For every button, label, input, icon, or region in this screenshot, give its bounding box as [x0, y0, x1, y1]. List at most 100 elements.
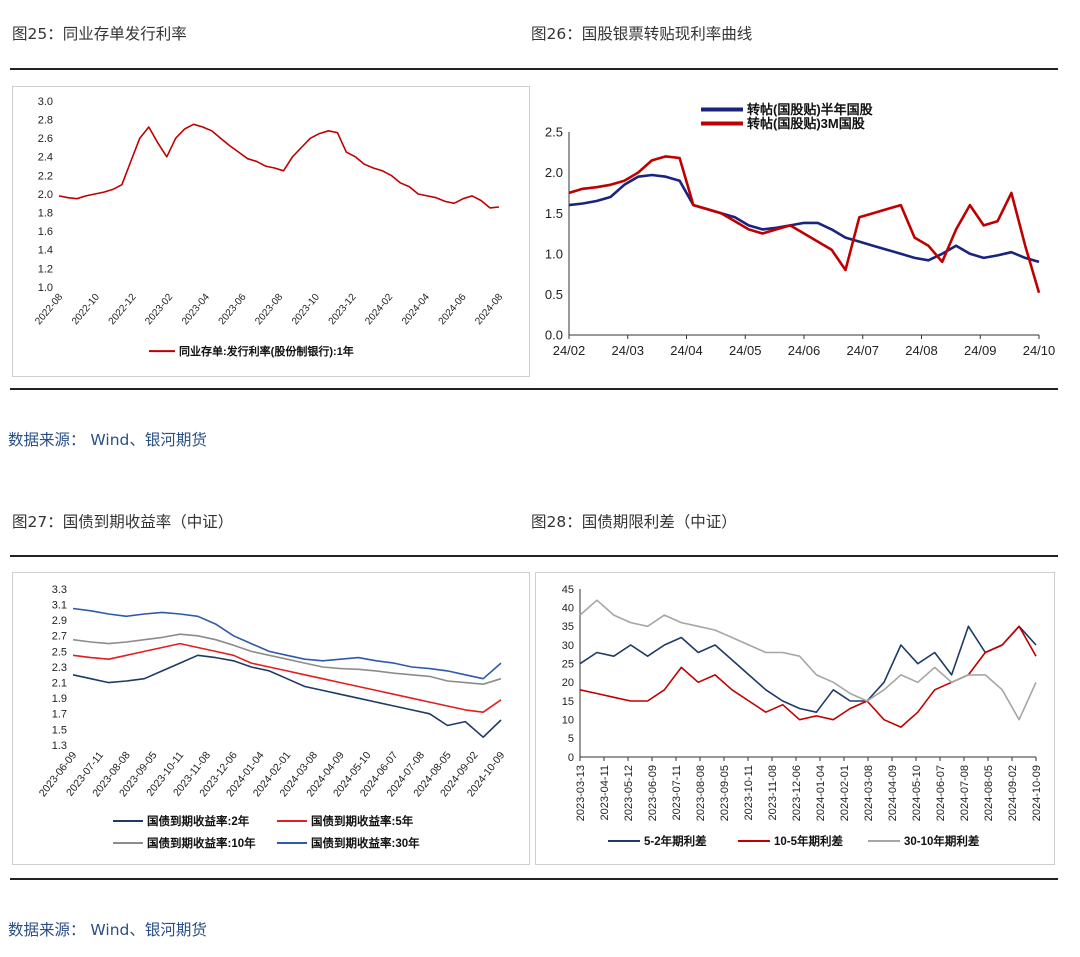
x-tick-label: 2023-06-09	[647, 765, 659, 821]
y-tick-label: 25	[562, 659, 574, 671]
legend-label: 国债到期收益率:10年	[147, 836, 256, 850]
x-tick-label: 2023-04-11	[599, 765, 611, 820]
source-bottom: 数据来源： Wind、银河期货	[8, 921, 207, 939]
y-tick-label: 0.0	[545, 328, 563, 343]
y-tick-label: 1.7	[52, 709, 67, 721]
x-tick-label: 2024-05-10	[911, 765, 923, 821]
fig28-title: 图28：国债期限利差（中证）	[531, 513, 737, 531]
y-tick-label: 30	[562, 640, 574, 652]
series-line-1	[579, 625, 1037, 713]
top-rule	[10, 68, 1058, 70]
x-tick-label: 2023-10	[290, 292, 322, 328]
x-tick-label: 2023-04	[180, 292, 212, 328]
y-tick-label: 2.4	[38, 152, 53, 164]
y-tick-label: 35	[562, 621, 574, 633]
x-tick-label: 24/07	[846, 343, 879, 358]
x-tick-label: 2023-10-11	[743, 765, 755, 820]
x-tick-label: 2022-12	[107, 292, 139, 328]
mid-rule-1	[10, 388, 1058, 390]
y-tick-label: 10	[562, 715, 574, 727]
y-tick-label: 5	[568, 733, 574, 745]
y-tick-label: 2.1	[52, 677, 67, 689]
y-tick-label: 3.0	[38, 96, 53, 108]
x-tick-label: 24/05	[729, 343, 762, 358]
x-tick-label: 2023-12	[327, 292, 359, 328]
x-tick-label: 2023-06	[217, 292, 249, 328]
chart-fig27: 3.33.12.92.72.52.32.11.91.71.51.32023-06…	[37, 584, 508, 850]
y-tick-label: 1.6	[38, 226, 53, 238]
chart-fig26: 2.5 2.0 1.5 1.0 0.5 0.024/02 24/03 24/04 24/05 24…	[545, 102, 1056, 358]
x-tick-label: 24/02	[553, 343, 586, 358]
y-tick-label: 2.0	[38, 189, 53, 201]
y-tick-label: 1.5	[52, 724, 67, 736]
mid-rule-2	[10, 555, 1058, 557]
x-tick-label: 2023-02	[143, 292, 175, 328]
y-tick-label: 1.9	[52, 693, 67, 705]
x-tick-label: 2024-04	[400, 292, 432, 328]
x-tick-label: 24/10	[1023, 343, 1056, 358]
fig27-title: 图27：国债到期收益率（中证）	[12, 513, 234, 531]
y-tick-label: 1.4	[38, 245, 53, 257]
series-line-1	[568, 173, 1040, 264]
x-tick-label: 2023-12-06	[791, 765, 803, 821]
legend-label: 国债到期收益率:5年	[311, 814, 414, 828]
y-tick-label: 2.5	[545, 125, 563, 140]
series-line-1	[72, 654, 502, 738]
x-tick-label: 2023-08	[253, 292, 285, 328]
y-tick-label: 1.5	[545, 206, 563, 221]
x-tick-label: 2024-02	[363, 292, 395, 328]
y-tick-label: 3.3	[52, 584, 67, 596]
fig26-title: 图26：国股银票转贴现利率曲线	[531, 25, 753, 43]
y-tick-label: 2.2	[38, 170, 53, 182]
y-tick-label: 1.0	[545, 246, 563, 261]
y-tick-label: 2.9	[52, 615, 67, 627]
legend-label: 30-10年期利差	[904, 834, 980, 848]
x-tick-label: 24/03	[611, 343, 644, 358]
x-tick-label: 2024-09-02	[1007, 765, 1019, 821]
source-top: 数据来源： Wind、银河期货	[8, 431, 207, 449]
y-tick-label: 0.5	[545, 287, 563, 302]
legend-label: 国债到期收益率:30年	[311, 836, 420, 850]
y-tick-label: 0	[568, 752, 574, 764]
x-tick-label: 2024-02-01	[839, 765, 851, 821]
x-tick-label: 2024-01-04	[815, 765, 827, 821]
x-tick-label: 2022-10	[70, 292, 102, 328]
legend-label: 转帖(国股贴)半年国股	[747, 102, 873, 117]
x-tick-label: 2024-06	[437, 292, 469, 328]
chart-fig26-panel: 2.5 2.0 1.5 1.0 0.5 0.0 24/02 24/03 24/04 24/05 24…	[533, 84, 1060, 376]
y-tick-label: 2.3	[52, 662, 67, 674]
x-tick-label: 2024-03-08	[863, 765, 875, 821]
legend-label: 转帖(国股贴)3M国股	[747, 116, 865, 131]
x-tick-label: 24/09	[964, 343, 997, 358]
y-tick-label: 40	[562, 603, 574, 615]
x-tick-label: 2024-08-05	[983, 765, 995, 821]
chart-fig28-panel: 45 40 35 30 25 20 15 10 5 0 2023-03-13 2023-04-11 20…	[535, 572, 1055, 865]
series-line-2	[72, 642, 502, 713]
series-line-2	[568, 155, 1041, 294]
y-tick-label: 1.0	[38, 282, 53, 294]
y-tick-label: 20	[562, 677, 574, 689]
series-line-3	[579, 599, 1037, 721]
y-tick-label: 2.8	[38, 114, 53, 126]
x-tick-label: 2024-07-08	[959, 765, 971, 821]
y-tick-label: 15	[562, 696, 574, 708]
fig25-title: 图25：同业存单发行利率	[12, 25, 187, 43]
bottom-rule	[10, 878, 1058, 880]
x-tick-label: 2024-06-07	[935, 765, 947, 821]
chart-fig27-panel: 3.3 3.1 2.9 2.7 2.5 2.3 2.1 1.9 1.7 1.5 1.3 2023-06…	[12, 572, 530, 865]
y-tick-label: 2.5	[52, 646, 67, 658]
x-tick-label: 2024-08	[473, 292, 505, 328]
series-line-3	[72, 633, 502, 685]
legend-label: 10-5年期利差	[774, 834, 844, 848]
legend-label: 5-2年期利差	[644, 834, 707, 848]
y-tick-label: 1.3	[52, 740, 67, 752]
y-tick-label: 45	[562, 584, 574, 596]
x-tick-label: 2022-08	[33, 292, 65, 328]
y-tick-label: 2.0	[545, 165, 563, 180]
x-tick-label: 2023-11-08	[767, 765, 779, 820]
x-tick-label: 2024-10-09	[1031, 765, 1043, 821]
y-tick-label: 2.7	[52, 631, 67, 643]
legend-label: 国债到期收益率:2年	[147, 814, 250, 828]
legend-label: 同业存单:发行利率(股份制银行):1年	[179, 344, 354, 358]
